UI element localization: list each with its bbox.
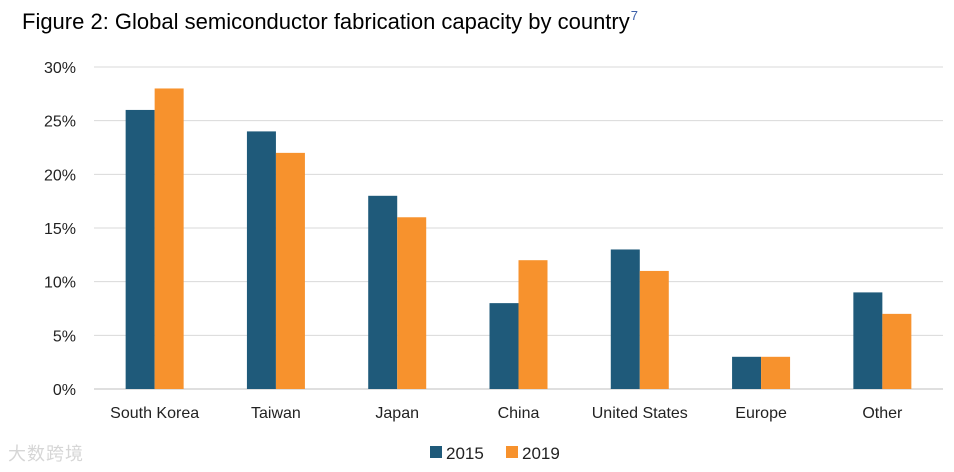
x-category-label: Japan (375, 405, 419, 422)
x-category-label: China (498, 405, 540, 422)
bar-2015 (853, 292, 883, 389)
y-tick-label: 5% (53, 328, 76, 345)
y-tick-label: 0% (53, 382, 76, 399)
y-tick-label: 10% (44, 275, 76, 292)
legend: 2015 2019 (430, 444, 560, 463)
y-tick-label: 15% (44, 221, 76, 238)
x-category-label: United States (592, 405, 688, 422)
watermark-logo: 大数跨境 (8, 444, 84, 464)
bar-2015 (368, 195, 398, 389)
bar-2019 (154, 88, 184, 389)
legend-label: 2015 (446, 444, 484, 463)
chart-title: Figure 2: Global semiconductor fabricati… (22, 8, 638, 34)
y-tick-label: 20% (44, 167, 76, 184)
bar-2015 (610, 249, 640, 389)
x-category-label: South Korea (110, 405, 199, 422)
bar-2019 (397, 217, 427, 389)
legend-label: 2019 (522, 444, 560, 463)
x-category-label: Europe (735, 405, 787, 422)
bar-2019 (761, 356, 791, 389)
bar-2019 (639, 270, 669, 389)
gridlines (94, 66, 943, 390)
x-category-label: Taiwan (251, 405, 301, 422)
bar-2015 (732, 356, 762, 389)
x-category-label: Other (862, 405, 903, 422)
bar-2015 (246, 131, 276, 389)
bar-2019 (275, 152, 305, 389)
bar-2019 (518, 260, 548, 389)
y-tick-label: 25% (44, 114, 76, 131)
bar-2015 (125, 109, 155, 389)
x-axis-category-labels: South Korea Taiwan Japan China United States… (110, 405, 903, 422)
y-axis-tick-labels: 0% 5% 10% 15% 20% 25% 30% (44, 60, 76, 399)
legend-swatch-2015 (430, 446, 442, 458)
bar-2019 (882, 313, 912, 389)
legend-swatch-2019 (506, 446, 518, 458)
y-tick-label: 30% (44, 60, 76, 77)
bars (125, 88, 912, 389)
title-footnote: 7 (630, 8, 638, 23)
bar-2015 (489, 303, 519, 389)
